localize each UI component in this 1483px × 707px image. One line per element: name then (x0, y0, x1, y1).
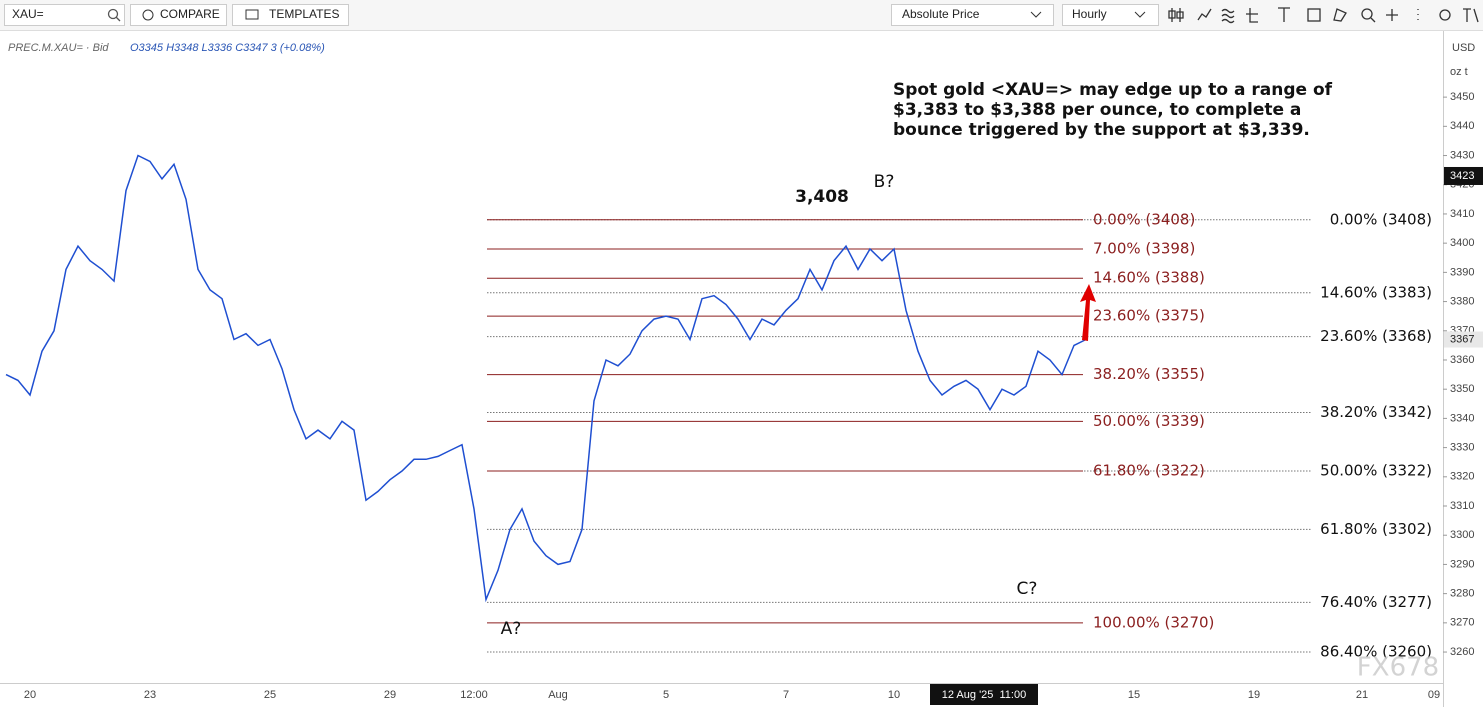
wave-c-label: C? (1017, 579, 1038, 599)
comment-line: bounce triggered by the support at $3,33… (893, 120, 1310, 140)
x-tick-label: 7 (783, 689, 789, 701)
x-tick-label: 12:00 (460, 689, 488, 701)
fib-level-label: 50.00% (3339) (1093, 412, 1205, 430)
fib-level-label: 23.60% (3375) (1093, 307, 1205, 325)
y-tick-label: 3330 (1450, 442, 1474, 454)
comment-line: $3,383 to $3,388 per ounce, to complete … (893, 100, 1301, 120)
y-tick-label: 3360 (1450, 354, 1474, 366)
x-tick-label: 09 (1428, 689, 1440, 701)
wave-b-label: B? (874, 172, 895, 192)
price-mode-dropdown[interactable] (891, 4, 1054, 26)
fib-level-label: 0.00% (3408) (1093, 210, 1195, 228)
last-price-label: 3367 (1450, 333, 1474, 345)
fib-level-label: 61.80% (3322) (1093, 461, 1205, 479)
y-tick-label: 3450 (1450, 91, 1474, 103)
templates-button[interactable] (232, 4, 349, 26)
tool-icons[interactable] (1168, 7, 1479, 24)
templates-icon (245, 9, 259, 20)
x-tick-label: 29 (384, 689, 396, 701)
x-tick-label: 5 (663, 689, 669, 701)
x-tick-label: 20 (24, 689, 36, 701)
y-tick-label: 3380 (1450, 295, 1474, 307)
y-tick-label: 3260 (1450, 646, 1474, 658)
crosshair-time-label: 12 Aug '25 11:00 (942, 689, 1026, 701)
templates-label[interactable]: TEMPLATES (269, 7, 339, 21)
price-mode-label[interactable]: Absolute Price (902, 7, 980, 21)
currency-label[interactable]: USD (1452, 42, 1475, 54)
fib-level-label: 38.20% (3355) (1093, 365, 1205, 383)
price-line (5, 154, 1087, 603)
plot: 0.00% (3408) 14.60% (3383) 23.60% (3368) 38… (5, 154, 1432, 661)
fib-level-label: 86.40% (3260) (1320, 643, 1432, 661)
y-tick-label: 3300 (1450, 529, 1474, 541)
compare-icon (142, 9, 154, 21)
fib-level-label: 76.40% (3277) (1320, 593, 1432, 611)
wave-a-label: A? (501, 619, 522, 639)
x-tick-label: 10 (888, 689, 900, 701)
y-tick-label: 3340 (1450, 412, 1474, 424)
crosshair-time-box (930, 684, 1038, 705)
ohlc-label: O3345 H3348 L3336 C3347 3 (+0.08%) (130, 42, 325, 54)
search-icon-handle (115, 16, 121, 22)
x-tick-label: 19 (1248, 689, 1260, 701)
x-tick-label: 23 (144, 689, 156, 701)
fib-level-label: 50.00% (3322) (1320, 461, 1432, 479)
search-icon[interactable] (107, 8, 119, 20)
y-tick-label: 3270 (1450, 617, 1474, 629)
unit-label[interactable]: oz t (1450, 66, 1468, 78)
fib-level-label: 38.20% (3342) (1320, 403, 1432, 421)
peak-label: 3,408 (795, 187, 849, 207)
fib-level-label: 14.60% (3383) (1320, 283, 1432, 301)
watermark: FX678 (1357, 653, 1439, 683)
y-tick-label: 3390 (1450, 266, 1474, 278)
search-box[interactable] (4, 4, 125, 26)
fib-level-label: 100.00% (3270) (1093, 613, 1214, 631)
y-tick-label: 3400 (1450, 237, 1474, 249)
y-tick-label: 3290 (1450, 558, 1474, 570)
y-tick-label: 3410 (1450, 208, 1474, 220)
up-arrow (1080, 284, 1096, 341)
symbol-label: PREC.M.XAU= · Bid (8, 42, 109, 54)
compare-button[interactable] (130, 4, 227, 26)
dropdown-caret (1134, 11, 1146, 18)
interval-label[interactable]: Hourly (1072, 7, 1107, 21)
comment-line: Spot gold <XAU=> may edge up to a range … (893, 80, 1333, 100)
y-tick-label: 3350 (1450, 383, 1474, 395)
y-tick-label: 3440 (1450, 120, 1474, 132)
last-price-box (1444, 331, 1483, 348)
fib-level-label: 61.80% (3302) (1320, 520, 1432, 538)
x-tick-label: Aug (548, 689, 568, 701)
x-tick-label: 21 (1356, 689, 1368, 701)
crosshair-price-box (1444, 166, 1483, 185)
fib-level-label: 7.00% (3398) (1093, 240, 1195, 258)
compare-label[interactable]: COMPARE (160, 7, 220, 21)
search-text[interactable]: XAU= (12, 7, 44, 21)
y-tick-label: 3310 (1450, 500, 1474, 512)
crosshair-price-label: 3423 (1450, 170, 1474, 182)
x-tick-label: 25 (264, 689, 276, 701)
fib-level-label: 23.60% (3368) (1320, 327, 1432, 345)
fib-level-label: 0.00% (3408) (1330, 210, 1432, 228)
y-tick-label: 3320 (1450, 471, 1474, 483)
x-tick-label: 15 (1128, 689, 1140, 701)
dropdown-caret (1030, 11, 1042, 18)
y-tick-label: 3430 (1450, 149, 1474, 161)
fib-level-label: 14.60% (3388) (1093, 269, 1205, 287)
y-tick-label: 3280 (1450, 588, 1474, 600)
interval-dropdown[interactable] (1062, 4, 1159, 26)
